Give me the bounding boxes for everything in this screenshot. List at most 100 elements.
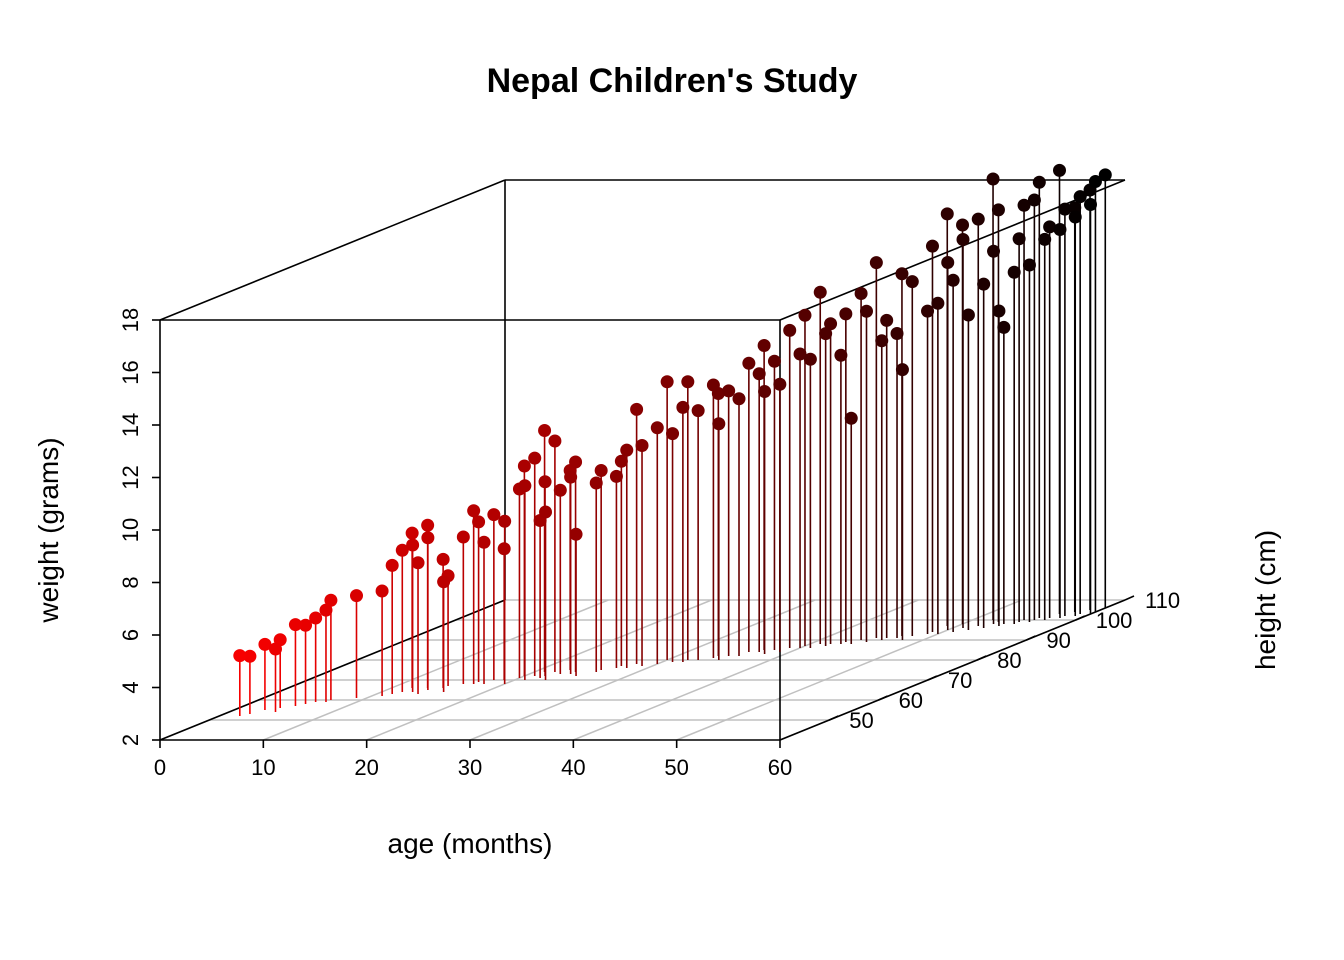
data-point (243, 649, 257, 663)
grid-line-x (676, 599, 1022, 741)
z-tick-label: 16 (118, 360, 143, 384)
chart-title: Nepal Children's Study (487, 62, 858, 100)
data-point (971, 212, 985, 226)
data-point (691, 404, 705, 418)
data-point (538, 475, 552, 489)
x-tick-label: 20 (354, 755, 378, 780)
data-point (594, 464, 608, 477)
data-point (553, 483, 567, 497)
data-point (813, 285, 827, 299)
data-point (793, 347, 807, 361)
data-point (1032, 175, 1046, 189)
y-tick-mark (1124, 595, 1135, 601)
data-point (798, 308, 812, 322)
x-tick-label: 0 (154, 755, 166, 780)
box-edge (159, 599, 506, 741)
data-point (752, 367, 766, 381)
data-point (630, 402, 644, 416)
data-point (880, 313, 894, 327)
data-point (620, 443, 634, 457)
data-point (421, 531, 435, 545)
data-point (681, 375, 695, 389)
data-point (895, 363, 909, 377)
data-point (941, 256, 955, 269)
data-point (1027, 193, 1041, 207)
data-point (1038, 232, 1052, 246)
z-axis-label: weight (grams) (33, 437, 64, 623)
data-point (589, 476, 603, 490)
data-point (539, 505, 553, 519)
data-point (1098, 168, 1112, 182)
data-point (421, 518, 435, 532)
data-points (233, 163, 1112, 663)
data-point (956, 218, 970, 232)
data-point (650, 421, 664, 435)
data-point (385, 558, 399, 572)
data-point (1007, 265, 1021, 279)
x-axis-label: age (months) (388, 828, 553, 859)
data-point (1073, 190, 1087, 204)
data-point (405, 526, 419, 540)
grid-line-x (263, 599, 609, 741)
data-point (258, 637, 272, 651)
z-tick-label: 4 (118, 681, 143, 693)
data-point (854, 287, 868, 300)
data-point (564, 470, 578, 484)
data-point (992, 304, 1006, 318)
box-edge (159, 179, 506, 321)
data-point (676, 400, 690, 414)
data-point (875, 334, 889, 348)
z-tick-label: 8 (118, 576, 143, 588)
data-point (921, 304, 935, 318)
data-point (722, 384, 736, 398)
data-point (1053, 223, 1067, 236)
data-point (905, 275, 919, 289)
data-point (1084, 198, 1097, 211)
data-point (940, 207, 954, 221)
data-point (1017, 198, 1031, 212)
z-tick-label: 10 (118, 518, 143, 542)
data-point (487, 508, 501, 522)
axes: 0 10 20 30 40 50 60 2 4 6 8 10 12 14 16 18 50 60 70 80 90 100… (118, 308, 1180, 780)
data-point (931, 296, 945, 310)
data-point (569, 527, 583, 541)
data-point (890, 327, 904, 340)
data-point (783, 323, 797, 337)
data-point (497, 542, 511, 556)
x-tick-label: 60 (768, 755, 792, 780)
data-point (824, 317, 838, 331)
data-point (946, 273, 960, 287)
data-point (1053, 163, 1066, 177)
data-point (309, 611, 323, 625)
grid-line-x (366, 599, 712, 741)
data-point (757, 339, 771, 352)
data-point (456, 530, 470, 544)
data-point (712, 417, 726, 431)
y-tick-label: 100 (1096, 608, 1133, 633)
data-point (288, 618, 302, 632)
data-point (925, 239, 939, 253)
data-point (660, 375, 674, 389)
data-point (569, 455, 583, 469)
data-point (895, 267, 909, 281)
data-point (1068, 210, 1082, 224)
data-point (869, 256, 883, 270)
data-point (732, 392, 746, 406)
data-point (548, 434, 562, 448)
y-tick-label: 60 (899, 688, 923, 713)
data-point (498, 514, 512, 528)
y-tick-label: 110 (1145, 588, 1180, 613)
data-point (437, 575, 451, 589)
data-point (997, 320, 1011, 334)
z-tick-label: 6 (118, 629, 143, 641)
y-tick-label: 70 (948, 668, 972, 693)
data-point (477, 535, 491, 549)
data-point (956, 233, 970, 246)
y-tick-mark (976, 655, 987, 661)
grid-line-x (469, 599, 816, 741)
data-point (406, 538, 420, 552)
x-tick-label: 10 (251, 755, 275, 780)
data-point (977, 277, 991, 291)
y-tick-mark (927, 675, 938, 681)
